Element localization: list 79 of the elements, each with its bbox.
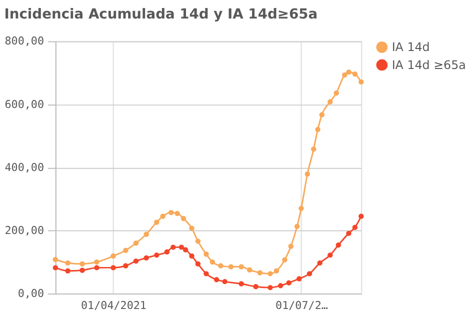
x-tick-label: 01/07/2… [276,298,328,312]
point [65,260,70,266]
point [306,271,312,276]
point [238,281,244,286]
point [180,216,186,222]
point [178,244,184,250]
point [352,224,358,230]
point [204,271,209,276]
point [133,240,139,246]
point [238,264,244,270]
point [204,252,209,257]
point [274,268,280,274]
point [315,126,320,132]
point [189,253,194,259]
point [246,267,252,273]
point [170,244,176,250]
point [346,70,352,75]
point [296,276,302,282]
point [218,263,224,268]
point [174,210,180,216]
point [214,277,220,282]
point [110,253,116,259]
point [133,258,139,264]
point [222,278,228,284]
point [334,90,339,96]
point [123,248,128,253]
point [154,220,160,225]
point [286,280,292,286]
point [298,206,304,212]
point [317,260,322,266]
point [94,259,100,265]
point [268,271,273,276]
y-tick-label: 200,00 [4,224,44,237]
point [311,146,316,152]
point [282,257,288,262]
point [195,261,201,267]
point [253,284,258,290]
point [80,268,85,273]
point [52,265,58,270]
point [65,268,70,274]
point [294,224,300,229]
y-tick-label: 400,00 [4,160,44,174]
point [328,99,333,104]
point [268,284,273,290]
point [288,244,294,249]
point [228,264,234,270]
y-tick-label: 0,00 [18,287,44,300]
point [195,238,201,244]
point [144,232,149,237]
point [278,283,284,288]
point [154,252,160,258]
chart-title: Incidencia Acumulada 14d y IA 14d≥65a [4,6,318,22]
point [342,72,348,78]
point [94,265,100,270]
y-tick-label: 800,00 [4,34,44,48]
point [168,210,174,216]
point [144,255,149,261]
point [164,249,170,255]
point [358,79,364,85]
point [346,230,352,236]
y-tick-label: 600,00 [4,98,44,111]
point [210,259,216,265]
legend-label: IA 14d ≥65a [392,58,466,72]
point [160,214,166,219]
point [328,252,333,258]
point [336,242,342,248]
point [80,261,85,267]
point [182,247,188,252]
point [319,112,325,118]
x-tick-label: 01/04/2021 [81,298,146,312]
point [110,265,116,270]
legend-label: IA 14d [392,40,430,54]
point [189,226,194,231]
point [358,214,364,219]
point [352,71,358,77]
point [52,256,58,262]
point [123,263,128,268]
point [257,270,263,276]
point [304,171,310,177]
